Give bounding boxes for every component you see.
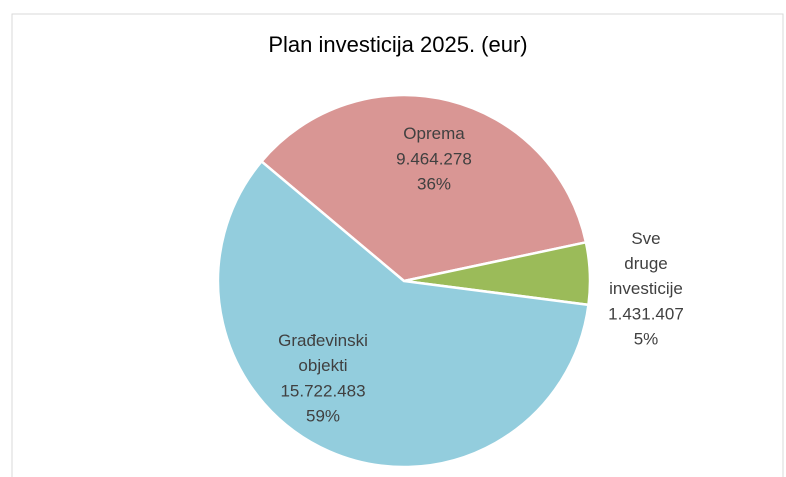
slice-value-label: 9.464.278 [396,149,472,168]
slice-category-label: Oprema [403,124,465,143]
slice-value-label: 1.431.407 [608,304,684,323]
chart-title: Plan investicija 2025. (eur) [268,32,527,57]
slice-category-label: Građevinski objekti [278,331,368,375]
pie-slice [259,93,588,283]
pie-slice [216,159,590,469]
slice-percent-label: 36% [417,174,451,193]
slice-category-label: Sve druge investicije [609,229,683,298]
slice-percent-label: 59% [306,406,340,425]
slice-percent-label: 5% [634,329,659,348]
slice-value-label: 15.722.483 [280,381,365,400]
